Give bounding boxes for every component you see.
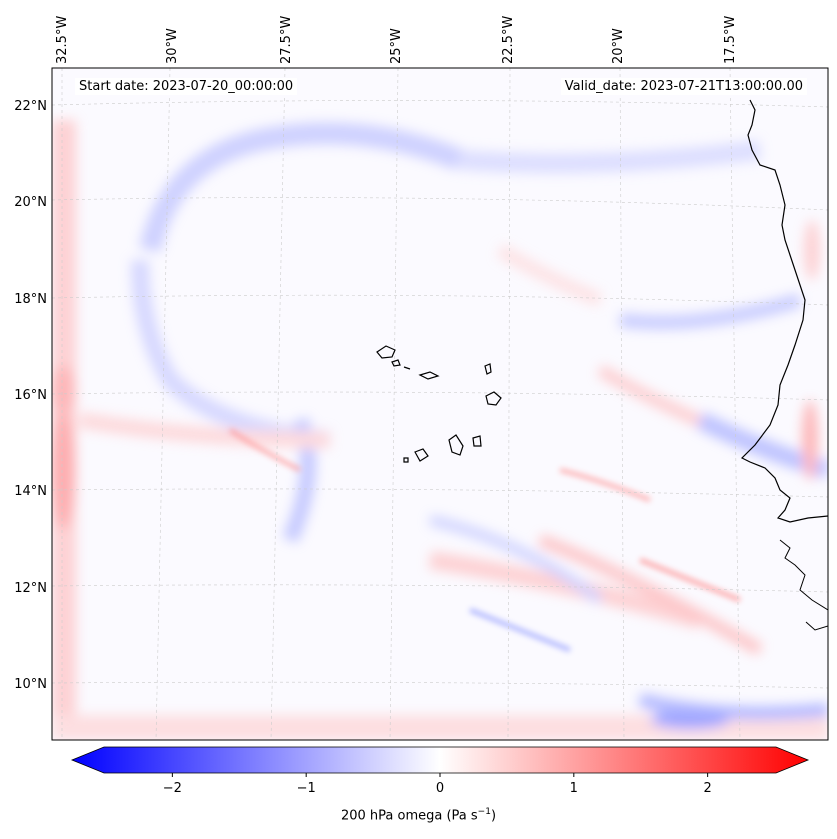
lat-label-2: 18°N (14, 292, 47, 307)
africa-coastline (740, 99, 828, 523)
colorbar-tick-label: 2 (703, 781, 711, 796)
lon-label-6: 17.5°W (723, 16, 738, 64)
lat-label-4: 14°N (14, 484, 47, 499)
lat-label-0: 22°N (14, 99, 47, 114)
colorbar-tick-label: 0 (436, 781, 444, 796)
lon-label-3: 25°W (389, 28, 404, 64)
lon-label-4: 22.5°W (501, 16, 516, 64)
colorbar: −2 −1 0 1 2 (70, 746, 810, 796)
colorbar-label-close: ) (490, 808, 497, 824)
latitude-labels: 22°N 20°N 18°N 16°N 14°N 12°N 10°N (14, 99, 47, 692)
lat-label-6: 10°N (14, 677, 47, 692)
omega-field (52, 68, 828, 740)
lon-label-2: 27.5°W (279, 16, 294, 64)
colorbar-label-text: 200 hPa omega (Pa s (340, 808, 478, 824)
map-frame (51, 67, 829, 741)
longitude-labels: 32.5°W 30°W 27.5°W 25°W 22.5°W 20°W 17.5… (55, 16, 738, 64)
colorbar-tick-label: −2 (163, 781, 182, 796)
lat-label-3: 16°N (14, 388, 47, 403)
lat-label-5: 12°N (14, 581, 47, 596)
colorbar-tick-label: −1 (297, 781, 316, 796)
colorbar-tick-label: 1 (570, 781, 578, 796)
start-date-label: Start date: 2023-07-20_00:00:00 (75, 78, 298, 95)
lon-label-1: 30°W (165, 28, 180, 64)
cape-verde-islands (376, 345, 502, 463)
valid-date-label: Valid_date: 2023-07-21T13:00:00.00 (560, 78, 807, 95)
colorbar-label: 200 hPa omega (Pa s−1) (0, 807, 837, 823)
lat-label-1: 20°N (14, 195, 47, 210)
lon-label-0: 32.5°W (55, 16, 70, 64)
colorbar-bar (70, 746, 810, 774)
colorbar-label-exponent: −1 (477, 807, 491, 817)
lon-label-5: 20°W (611, 28, 626, 64)
graticule (52, 68, 828, 740)
colorbar-ticks: −2 −1 0 1 2 (163, 773, 712, 796)
